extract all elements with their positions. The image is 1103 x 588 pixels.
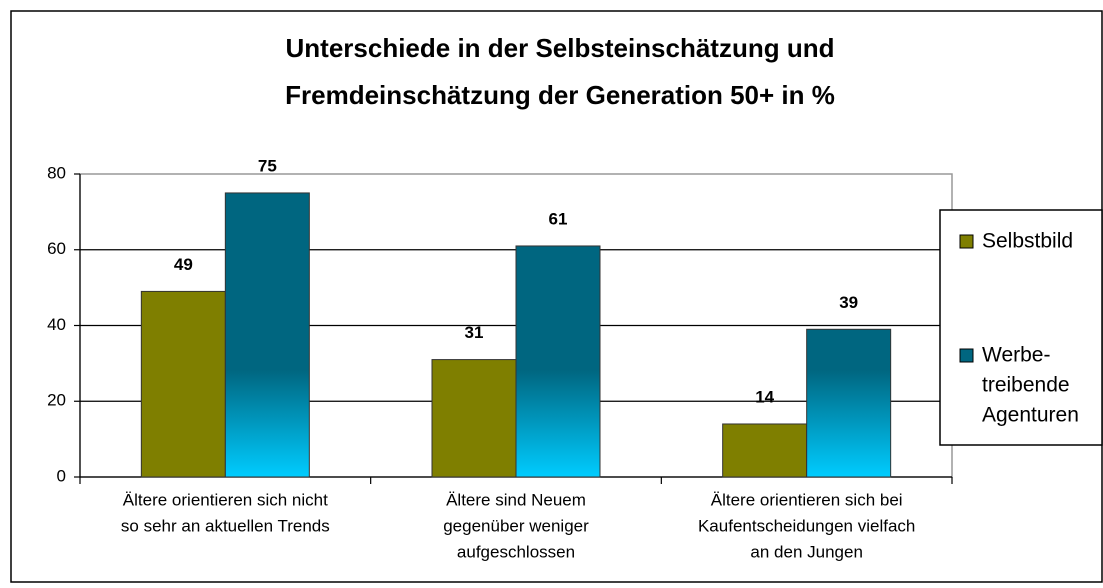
legend-label: Selbstbild — [982, 230, 1073, 253]
data-label: 75 — [258, 156, 277, 175]
legend — [939, 209, 1103, 446]
legend-label: Werbe- — [982, 344, 1050, 367]
x-tick-label: Kaufentscheidungen vielfach — [698, 516, 915, 535]
y-tick-label: 0 — [57, 466, 66, 485]
legend-label: Agenturen — [982, 404, 1079, 427]
x-tick-label: Ältere orientieren sich nicht — [123, 490, 328, 509]
chart-title: Fremdeinschätzung der Generation 50+ in … — [285, 80, 835, 110]
y-tick-label: 40 — [47, 315, 66, 334]
bar — [515, 245, 601, 478]
x-tick-label: aufgeschlossen — [457, 542, 575, 561]
y-tick-label: 80 — [47, 163, 66, 182]
chart-title: Unterschiede in der Selbsteinschätzung u… — [286, 33, 835, 63]
data-label: 31 — [465, 323, 484, 342]
x-tick-label: gegenüber weniger — [443, 516, 589, 535]
legend-label: treibende — [982, 374, 1070, 397]
data-label: 49 — [174, 255, 193, 274]
data-label: 61 — [549, 209, 568, 228]
x-tick-label: Ältere orientieren sich bei — [711, 490, 903, 509]
bar — [224, 192, 310, 478]
y-tick-label: 60 — [47, 239, 66, 258]
data-label: 14 — [755, 387, 774, 406]
x-tick-label: Ältere sind Neuem — [446, 490, 586, 509]
bar — [722, 423, 808, 478]
bar — [431, 359, 517, 478]
data-label: 39 — [839, 293, 858, 312]
bar — [140, 290, 226, 478]
x-tick-label: so sehr an aktuellen Trends — [121, 516, 330, 535]
legend-swatch — [959, 234, 974, 249]
x-tick-label: an den Jungen — [750, 542, 863, 561]
y-tick-label: 20 — [47, 391, 66, 410]
legend-swatch — [959, 348, 974, 363]
bar — [806, 328, 892, 478]
